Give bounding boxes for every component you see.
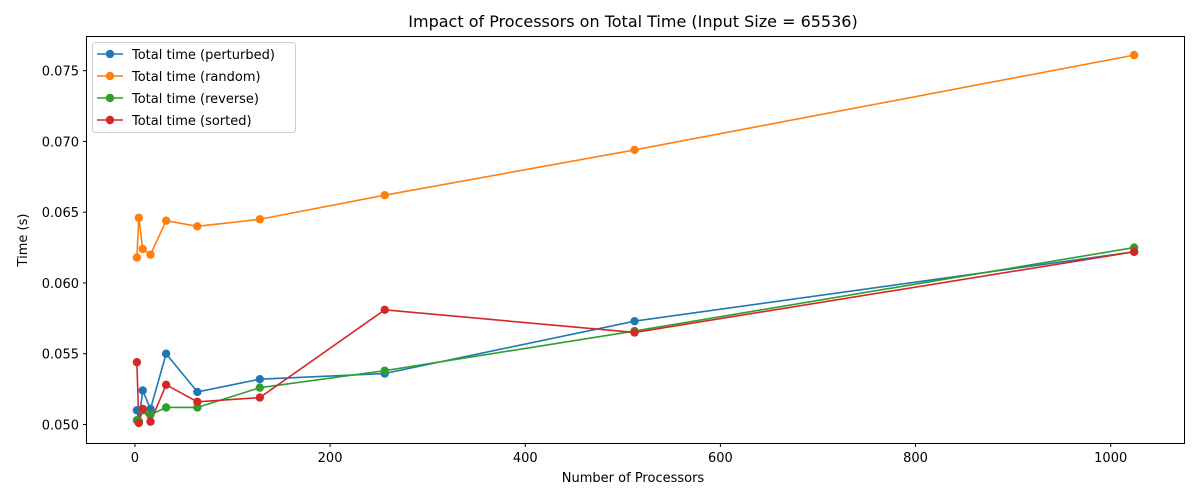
data-point [138, 244, 147, 254]
data-point [380, 305, 389, 315]
chart-title: Impact of Processors on Total Time (Inpu… [408, 12, 857, 31]
y-tick-label: 0.070 [42, 135, 79, 150]
legend-swatch-marker [105, 115, 115, 125]
x-tick-label: 800 [903, 451, 928, 466]
y-tick-label: 0.065 [42, 206, 79, 221]
y-tick-label: 0.050 [42, 418, 79, 433]
legend-swatch-marker [105, 49, 115, 59]
data-point [134, 418, 144, 428]
legend-label: Total time (perturbed) [131, 48, 275, 63]
data-point [630, 316, 639, 326]
legend: Total time (perturbed) Total time (random… [92, 42, 296, 133]
data-point [146, 410, 155, 419]
data-point [132, 253, 142, 262]
legend-label: Total time (random) [131, 70, 261, 85]
legend-box [92, 42, 296, 133]
data-point [630, 328, 639, 337]
data-point [380, 191, 389, 200]
data-point [161, 403, 171, 412]
markers-layer [132, 50, 1139, 428]
x-tick-label: 200 [318, 451, 343, 466]
y-tick-label: 0.060 [42, 277, 79, 292]
data-point [380, 366, 389, 375]
x-tick-label: 600 [708, 451, 733, 466]
legend-swatch-marker [105, 93, 115, 103]
data-point [132, 357, 142, 367]
data-point [161, 380, 171, 390]
y-tick-label: 0.055 [42, 348, 79, 363]
legend-swatch-marker [105, 71, 115, 81]
data-point [146, 250, 155, 259]
ticks-layer: 0 200 400 600 800 1000 0.050 0.055 0.060 0.065 0.0… [42, 65, 1127, 466]
series-line [136, 251, 1135, 423]
data-point [630, 145, 639, 155]
x-axis-title: Number of Processors [562, 471, 705, 486]
data-point [255, 374, 265, 384]
data-point [161, 216, 171, 225]
data-point [255, 393, 265, 402]
data-point [138, 386, 147, 395]
data-point [1129, 50, 1139, 60]
data-point [193, 387, 202, 397]
data-point [161, 349, 171, 358]
x-tick-label: 1000 [1094, 451, 1127, 466]
series-line [136, 54, 1135, 258]
data-point [193, 222, 202, 231]
x-tick-label: 400 [513, 451, 538, 466]
plot-area-frame [86, 36, 1185, 444]
series-line [136, 251, 1135, 424]
data-point [134, 213, 144, 223]
data-point [146, 417, 155, 426]
y-tick-label: 0.075 [42, 65, 79, 80]
x-tick-label: 0 [131, 451, 139, 466]
data-point [138, 404, 147, 414]
data-point [193, 397, 202, 407]
data-point [255, 215, 265, 224]
data-point [255, 383, 265, 392]
legend-label: Total time (reverse) [131, 92, 259, 107]
data-point [1129, 247, 1139, 257]
legend-label: Total time (sorted) [131, 114, 252, 129]
y-axis-title: Time (s) [16, 214, 31, 268]
